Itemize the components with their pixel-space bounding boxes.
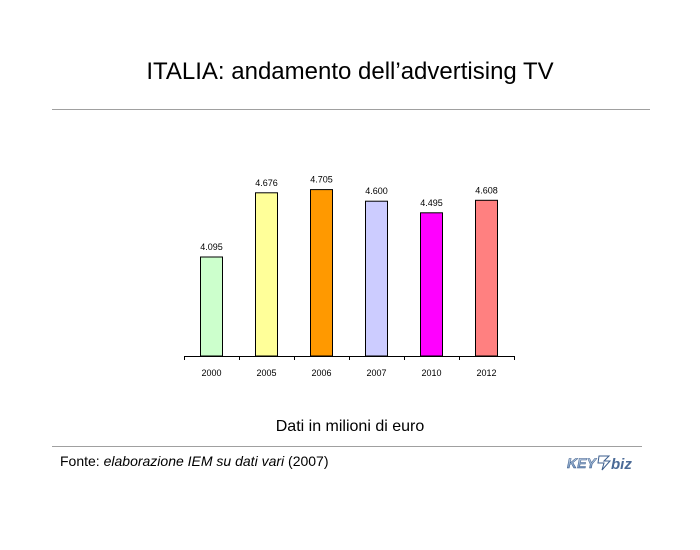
x-tick-label-2006: 2006 (311, 368, 331, 378)
chart-subtitle: Dati in milioni di euro (275, 418, 425, 435)
key4biz-logo-icon: KEY biz (567, 455, 633, 473)
bar-2010 (420, 212, 443, 357)
source-prefix: Fonte: (60, 453, 104, 469)
chart-title: ITALIA: andamento dell’advertising TV (146, 58, 554, 85)
bar-2000 (200, 256, 223, 357)
bar-2007 (365, 200, 388, 357)
data-label-2012: 4.608 (475, 185, 498, 195)
data-label-2007: 4.600 (365, 186, 388, 196)
svg-text:biz: biz (611, 456, 632, 473)
source-note: Fonte: elaborazione IEM su dati vari (20… (60, 453, 329, 469)
bar-chart: 4.095 2000 4.676 2005 4.705 2006 4.600 2007 4.49… (184, 175, 515, 378)
title-divider (52, 109, 650, 110)
bar-2012 (475, 199, 498, 357)
footer-divider (52, 446, 642, 447)
x-tick-label-2005: 2005 (256, 368, 276, 378)
x-tick-label-2012: 2012 (476, 368, 496, 378)
bar-2005 (255, 192, 278, 357)
source-suffix: (2007) (284, 453, 329, 469)
x-tick-label-2000: 2000 (201, 368, 221, 378)
data-label-2000: 4.095 (200, 242, 223, 252)
data-label-2006: 4.705 (310, 175, 333, 185)
svg-text:KEY: KEY (567, 455, 597, 471)
data-label-2005: 4.676 (255, 178, 278, 188)
x-tick-label-2007: 2007 (366, 368, 386, 378)
data-label-2010: 4.495 (420, 198, 443, 208)
source-italic: elaborazione IEM su dati vari (103, 453, 285, 469)
bar-2006 (310, 189, 333, 357)
x-tick-label-2010: 2010 (421, 368, 441, 378)
